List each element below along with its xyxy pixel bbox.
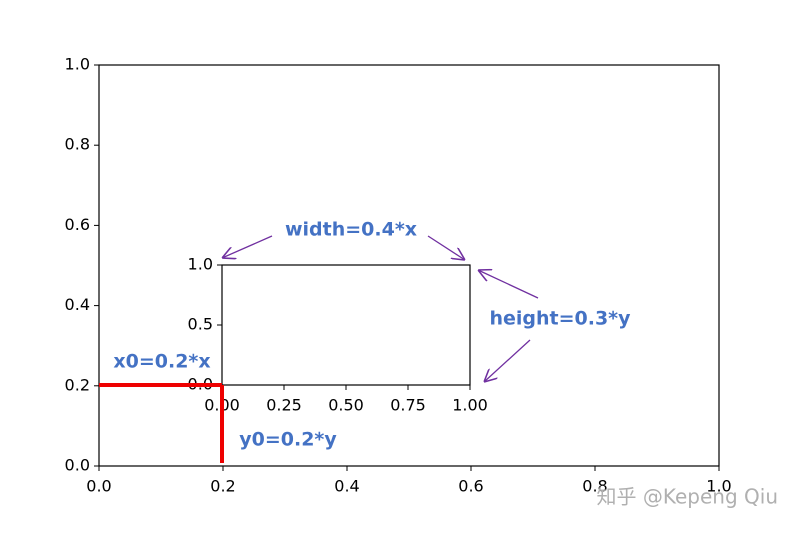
y-tick-label: 0.0 [65, 456, 90, 475]
y-tick-label: 0.2 [65, 375, 90, 394]
x-tick-label: 0.2 [210, 477, 235, 496]
annotation: y0=0.2*y [239, 429, 337, 451]
annotation: height=0.3*y [489, 308, 631, 330]
x-tick-label: 0.0 [86, 477, 111, 496]
arrow [427, 235, 465, 260]
axes-frame [98, 64, 720, 467]
x-tick-label: 0.4 [334, 477, 359, 496]
main-axes: 0.0 0.2 0.4 0.6 0.8 1.0 0.0 0.2 0.4 0.6 0.8 1.0 [65, 55, 732, 496]
arrow [222, 235, 273, 258]
annotation: width=0.4*x [285, 219, 417, 241]
y-tick-label: 0.8 [65, 135, 90, 154]
arrow [478, 270, 539, 299]
y-tick-label: 0.5 [188, 315, 213, 334]
watermark: 知乎 @Kepeng Qiu [597, 485, 778, 509]
arrows [222, 235, 539, 382]
x-tick-label: 0.25 [266, 396, 302, 415]
x-tick-label: 1.0 [706, 477, 731, 496]
annotation: x0=0.2*x [113, 351, 210, 373]
x-tick-label: 0.6 [458, 477, 483, 496]
x-tick-label: 0.8 [582, 477, 607, 496]
y-tick-label: 1.0 [188, 255, 213, 274]
x-tick-label: 0.50 [328, 396, 364, 415]
axes-frame [221, 264, 471, 386]
inset-axes: 0.000.250.500.751.000.00.51.0 [188, 255, 488, 415]
y-tick-label: 1.0 [65, 55, 90, 74]
x-tick-label: 1.00 [452, 396, 488, 415]
y-tick-label: 0.4 [65, 295, 90, 314]
arrow [484, 339, 531, 382]
x-tick-label: 0.75 [390, 396, 426, 415]
y-tick-label: 0.6 [65, 215, 90, 234]
